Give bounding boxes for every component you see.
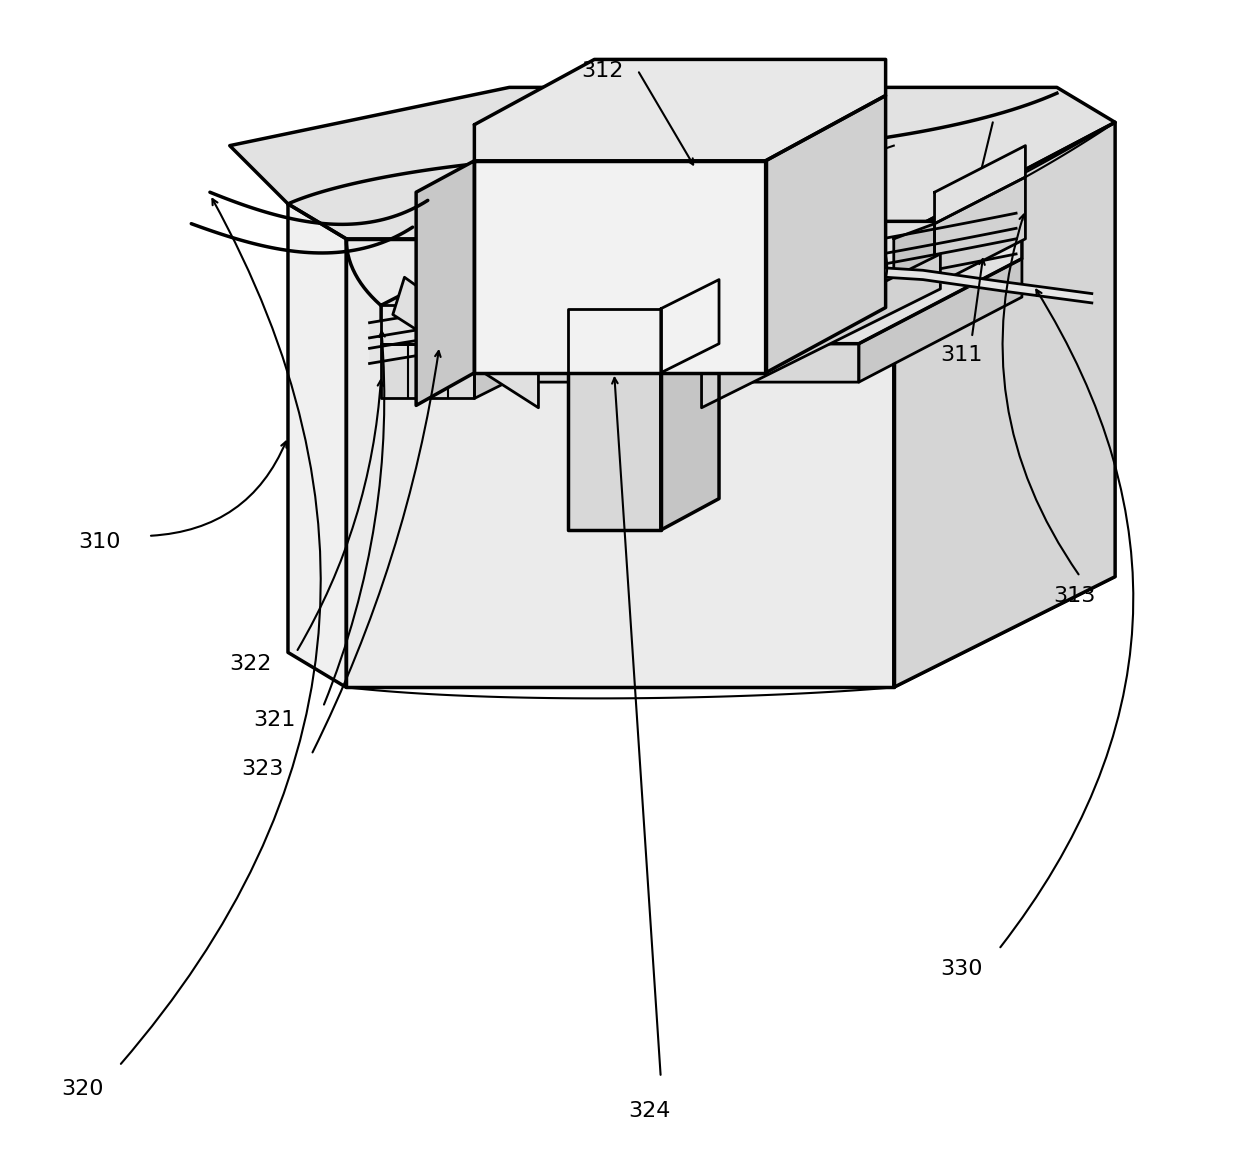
Text: 323: 323: [242, 758, 284, 779]
Polygon shape: [381, 344, 859, 382]
Text: 312: 312: [582, 61, 624, 80]
Text: 320: 320: [61, 1079, 103, 1100]
Polygon shape: [568, 309, 661, 373]
Polygon shape: [288, 204, 346, 687]
Polygon shape: [229, 87, 1115, 239]
Polygon shape: [702, 254, 940, 408]
Polygon shape: [661, 280, 719, 373]
Polygon shape: [765, 96, 885, 373]
Text: 324: 324: [627, 1101, 671, 1121]
Polygon shape: [346, 239, 894, 687]
Polygon shape: [393, 277, 538, 408]
Polygon shape: [568, 309, 661, 530]
Polygon shape: [935, 177, 1025, 285]
Polygon shape: [894, 224, 935, 297]
Polygon shape: [475, 59, 885, 161]
Text: 311: 311: [940, 345, 983, 366]
Text: 313: 313: [1053, 586, 1096, 607]
Polygon shape: [894, 122, 1115, 687]
Polygon shape: [381, 344, 475, 398]
Polygon shape: [417, 161, 475, 405]
Text: 321: 321: [253, 709, 295, 730]
Polygon shape: [475, 320, 521, 398]
Polygon shape: [381, 305, 439, 382]
Polygon shape: [381, 305, 475, 344]
Text: 330: 330: [940, 959, 983, 980]
Polygon shape: [859, 259, 1022, 382]
Polygon shape: [475, 161, 765, 373]
Text: 322: 322: [229, 654, 272, 675]
Polygon shape: [661, 277, 719, 530]
Polygon shape: [381, 221, 1022, 344]
Polygon shape: [935, 146, 1025, 224]
Text: 310: 310: [78, 531, 120, 552]
